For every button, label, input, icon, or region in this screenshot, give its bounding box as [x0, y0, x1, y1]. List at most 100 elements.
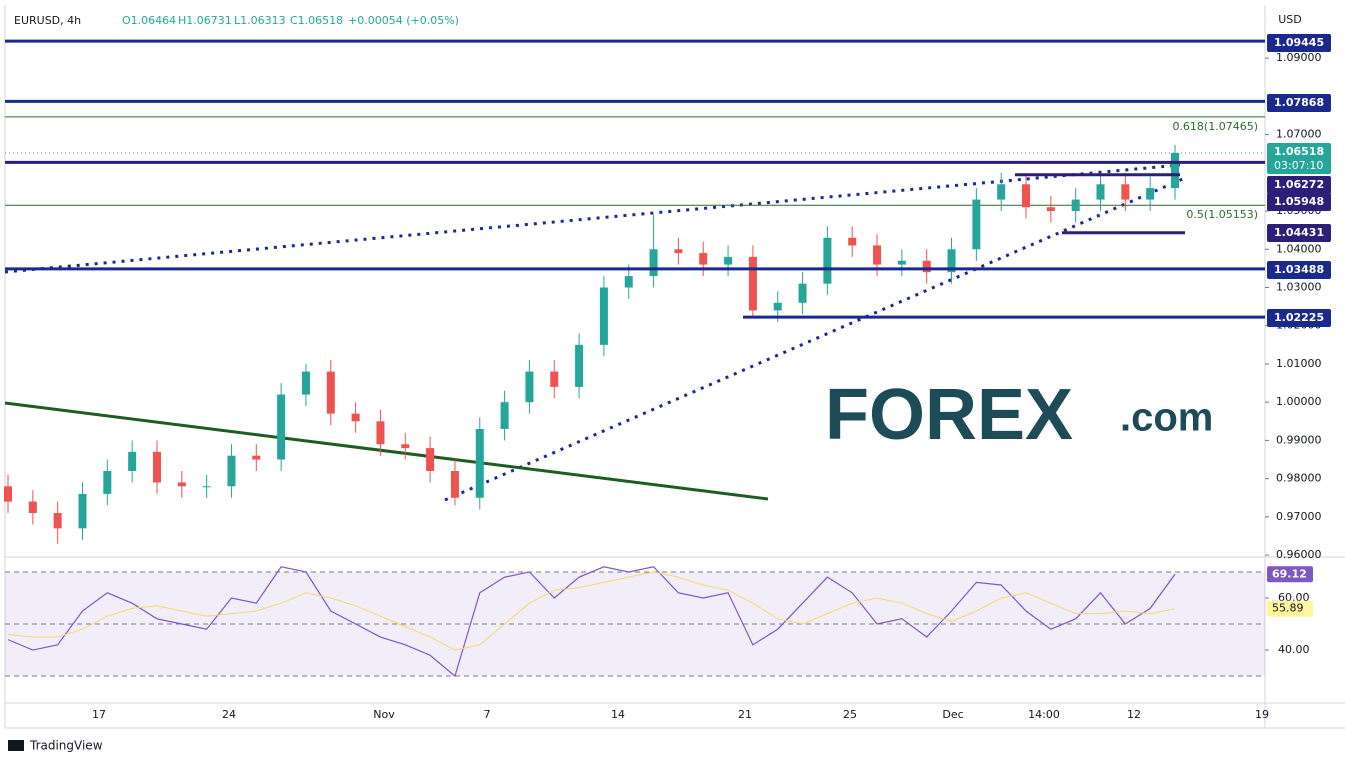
y-tick-label: 1.04000	[1276, 242, 1322, 255]
candle-body	[4, 486, 12, 502]
footer: TradingView	[29, 739, 103, 753]
level-tag-label: 1.02225	[1274, 311, 1324, 324]
level-tag	[1267, 261, 1331, 279]
y-tick-label: 0.96000	[1276, 548, 1322, 561]
rsi-line	[7, 571, 1176, 651]
rsi-tag	[1267, 600, 1313, 617]
candle-body	[1096, 184, 1105, 200]
level-tag	[1267, 309, 1331, 327]
rsi-tag-label: 69.12	[1272, 567, 1307, 580]
ohlc-high: H1.06731	[178, 14, 232, 27]
level-tag	[1267, 224, 1331, 242]
y-tick-label: 0.99000	[1276, 433, 1322, 446]
candle-body	[326, 371, 335, 414]
candle-body	[674, 249, 683, 254]
candle-body	[1046, 207, 1055, 212]
x-tick-label: Nov	[373, 708, 395, 721]
candle-body	[475, 428, 484, 498]
x-tick-label: Dec	[942, 708, 963, 721]
candle-body	[848, 237, 857, 246]
candle-body	[128, 451, 137, 471]
y-tick-label: 0.98000	[1276, 472, 1322, 485]
ohlc-open: O1.06464	[122, 14, 176, 27]
candle-body	[997, 184, 1006, 200]
level-tag-label: 1.03488	[1274, 263, 1324, 276]
candle-body	[152, 451, 161, 483]
fib-label: 0.618(1.07465)	[1172, 120, 1258, 133]
candle-body	[1146, 188, 1155, 200]
candle-body	[624, 276, 633, 288]
candle-body	[103, 470, 112, 494]
ohlc-close: C1.06518	[290, 14, 343, 27]
last-price-tag	[1267, 143, 1331, 175]
candle-body	[823, 237, 832, 284]
candle-body	[947, 249, 956, 273]
y-tick-label: 1.07000	[1276, 128, 1322, 141]
candle-body	[1121, 184, 1130, 200]
candle-body	[426, 448, 435, 471]
candle-body	[873, 245, 882, 265]
symbol: EURUSD, 4h	[14, 14, 81, 27]
candle-body	[53, 513, 62, 529]
x-tick-label: 12	[1127, 708, 1141, 721]
ohlc-low: L1.06313	[234, 14, 286, 27]
level-tag-label: 1.04431	[1274, 226, 1324, 239]
candle-body	[202, 486, 211, 488]
x-tick-label: 21	[738, 708, 752, 721]
x-tick-label: 24	[222, 708, 236, 721]
watermark-brand: FOREX	[825, 375, 1073, 455]
level-tag	[1267, 94, 1331, 112]
y-tick-label: 1.01000	[1276, 357, 1322, 370]
fib-label: 0.5(1.05153)	[1186, 208, 1258, 221]
rsi-tag	[1267, 566, 1313, 583]
level-tag	[1267, 34, 1331, 52]
upper-trendline	[4, 163, 1181, 274]
candle-body	[1071, 199, 1080, 212]
candle-body	[773, 302, 782, 311]
candle-body	[1171, 153, 1179, 189]
x-tick-label: 14	[611, 708, 625, 721]
downtrend-line	[4, 401, 769, 501]
candle-body	[351, 413, 360, 422]
candle-body	[277, 394, 286, 460]
y-tick-label: 1.03000	[1276, 280, 1322, 293]
level-tag	[1267, 193, 1331, 211]
ohlc-change: +0.00054 (+0.05%)	[348, 14, 459, 27]
x-tick-label: 25	[843, 708, 857, 721]
footer-icon	[8, 740, 24, 751]
x-tick-label: 7	[484, 708, 491, 721]
candle-body	[376, 421, 385, 445]
currency: USD	[1278, 13, 1302, 26]
candle-body	[252, 455, 261, 460]
y-tick-label: 1.00000	[1276, 395, 1322, 408]
candle-body	[748, 256, 757, 311]
candle-body	[724, 256, 733, 265]
candle-body	[227, 455, 236, 487]
level-tag-label: 1.07868	[1274, 96, 1324, 109]
level-tag-label: 1.05948	[1274, 195, 1324, 208]
x-tick-label: 14:00	[1028, 708, 1060, 721]
candle-body	[78, 493, 87, 529]
level-tag-label: 1.09445	[1274, 36, 1324, 49]
countdown: 03:07:10	[1274, 159, 1323, 172]
candle-body	[922, 260, 931, 273]
last-price-label: 1.06518	[1274, 145, 1324, 158]
candle-body	[798, 283, 807, 303]
candle-body	[550, 371, 559, 387]
y-tick-label: 40.00	[1278, 643, 1310, 656]
candle-body	[401, 444, 410, 449]
y-tick-label: 1.09000	[1276, 51, 1322, 64]
rsi-line	[7, 566, 1176, 678]
candle-body	[500, 402, 509, 429]
candle-body	[575, 344, 584, 387]
x-tick-label: 17	[92, 708, 106, 721]
x-tick-label: 19	[1255, 708, 1269, 721]
candle-body	[699, 253, 708, 265]
candle-body	[525, 371, 534, 403]
candle-body	[649, 249, 658, 277]
candle-body	[28, 501, 37, 514]
candle-body	[450, 470, 459, 498]
y-tick-label: 0.97000	[1276, 510, 1322, 523]
candle-body	[1022, 184, 1031, 208]
